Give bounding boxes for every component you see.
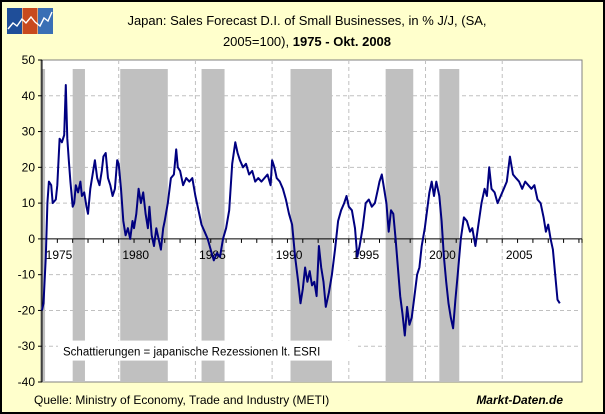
title-base-year: 2005=100), [222,34,290,49]
x-tick-label: 1975 [46,248,73,262]
series-line [41,84,561,337]
y-tick-label: 40 [22,89,36,103]
recession-band [120,69,168,382]
recession-annotation: Schattierungen = japanische Rezessionen … [63,347,320,359]
y-tick-label: 50 [22,53,36,67]
chart-logo-icon [7,8,53,34]
title-line-1: Japan: Sales Forecast D.I. of Small Busi… [127,13,487,28]
y-tick-label: -10 [18,268,36,282]
recession-band [42,69,46,382]
source-note: Quelle: Ministry of Economy, Trade and I… [34,393,330,407]
y-tick-label: 30 [22,125,36,139]
y-tick-label: 0 [28,232,35,246]
y-tick-label: -30 [18,339,36,353]
annotation-box [58,340,358,361]
y-tick-label: -40 [18,375,36,389]
recession-band [72,69,85,382]
x-tick-label: 2000 [429,248,456,262]
y-tick-label: 20 [22,160,36,174]
title-line-2: 2005=100), 1975 - Okt. 2008 [62,31,552,52]
y-tick-label: -20 [18,303,36,317]
x-tick-label: 1980 [122,248,149,262]
x-tick-label: 1990 [276,248,303,262]
chart-title: Japan: Sales Forecast D.I. of Small Busi… [62,10,552,52]
x-tick-label: 2005 [506,248,533,262]
title-date-range: 1975 - Okt. 2008 [292,34,392,49]
recession-band [290,69,332,382]
brand-label: Markt-Daten.de [476,393,563,407]
y-tick-label: 10 [22,196,36,210]
recession-band [201,69,225,382]
